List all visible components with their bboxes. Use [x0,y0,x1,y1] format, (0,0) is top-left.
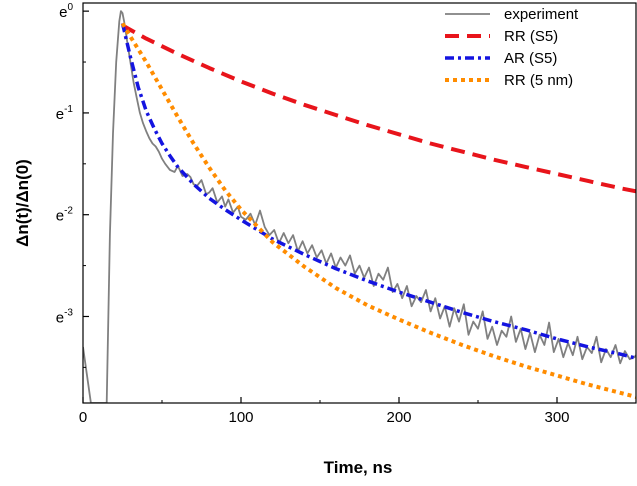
series-line-2 [120,22,636,360]
legend: experiment RR (S5) AR (S5) RR (5 nm) [445,6,579,89]
y-tick-label: e-3 [56,307,74,326]
plot-frame [82,2,637,404]
x-tick-label: 100 [228,409,253,426]
y-tick-label: e-1 [56,104,74,123]
legend-label-2: AR (S5) [504,50,557,67]
y-axis: e0 e-1 e-2 e-3 [56,2,89,368]
x-tick-label: 300 [544,409,569,426]
series-line-0 [83,10,636,403]
series-layer [83,10,636,403]
x-axis: 0 100 200 300 [79,397,570,426]
plot-area [83,10,636,403]
x-tick-label: 0 [79,409,87,426]
series-line-1 [121,23,636,194]
y-tick-label: e-2 [56,206,74,225]
legend-label-1: RR (S5) [504,28,558,45]
x-axis-title: Time, ns [324,458,393,477]
y-tick-label: e0 [59,2,73,21]
legend-label-0: experiment [504,6,579,23]
legend-label-3: RR (5 nm) [504,72,573,89]
y-axis-title: Δn(t)/Δn(0) [13,159,32,247]
x-tick-label: 200 [386,409,411,426]
